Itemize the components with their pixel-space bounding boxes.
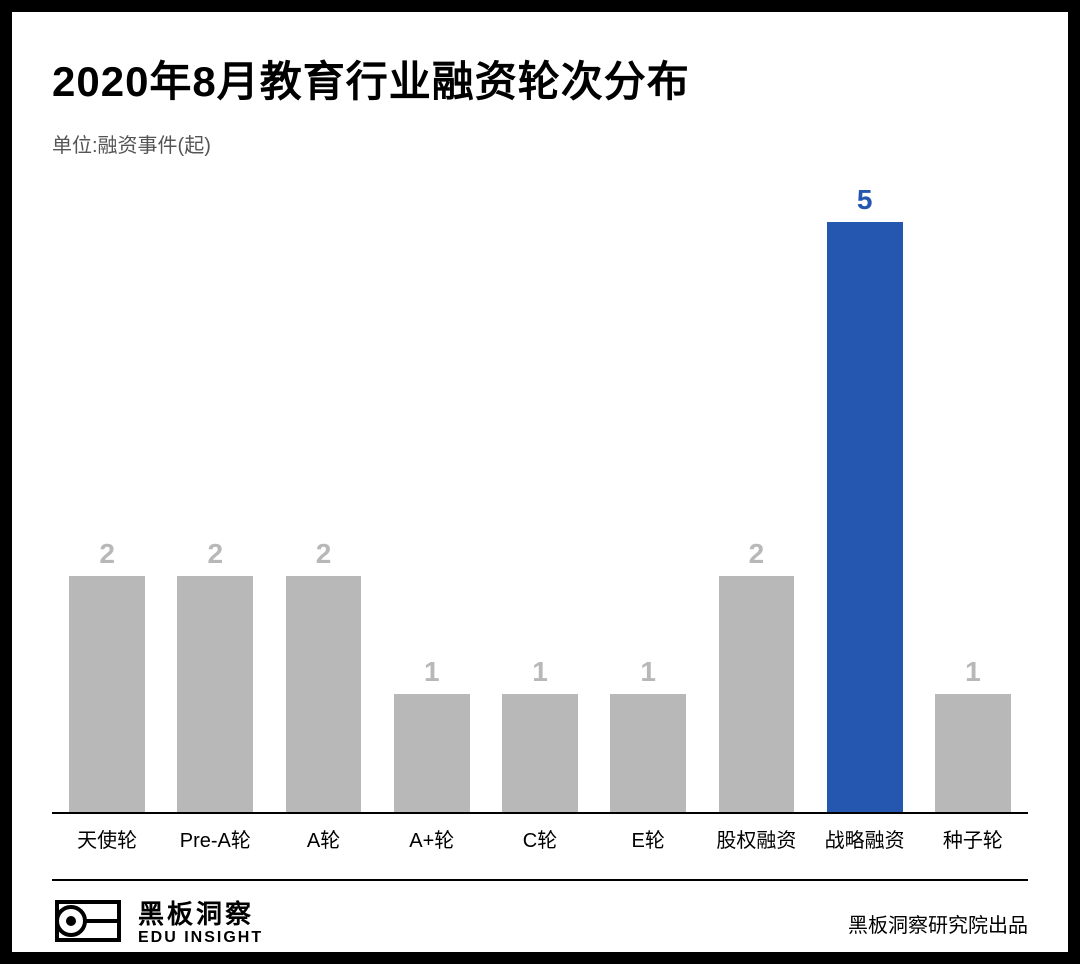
- bar-value-label: 2: [208, 538, 224, 570]
- bar-group: 1: [928, 184, 1018, 812]
- x-axis-label: E轮: [603, 824, 693, 853]
- chart-title: 2020年8月教育行业融资轮次分布: [52, 48, 1028, 109]
- bar-group: 1: [495, 184, 585, 812]
- chart-x-axis-labels: 天使轮 Pre-A轮 A轮 A+轮 C轮 E轮股权融资战略融资种子轮: [52, 814, 1028, 853]
- chart-frame: 2020年8月教育行业融资轮次分布 单位:融资事件(起) 2 2 2 1 1 1 2 5 1 天…: [0, 0, 1080, 964]
- chart-subtitle: 单位:融资事件(起): [52, 129, 1028, 158]
- bar-group: 1: [603, 184, 693, 812]
- bar: [394, 694, 470, 812]
- bar-group: 1: [387, 184, 477, 812]
- brand-logo-icon: [52, 897, 124, 950]
- brand-block: 黑板洞察 EDU INSIGHT: [52, 897, 263, 950]
- bar: [286, 576, 362, 812]
- bar-group: 2: [170, 184, 260, 812]
- bar-value-label: 2: [749, 538, 765, 570]
- x-axis-label: C轮: [495, 824, 585, 853]
- bar-value-label: 1: [640, 656, 656, 688]
- bar-value-label: 1: [965, 656, 981, 688]
- x-axis-label: 天使轮: [62, 824, 152, 853]
- bar-value-label: 1: [424, 656, 440, 688]
- x-axis-label: 战略融资: [820, 824, 910, 853]
- credit-text: 黑板洞察研究院出品: [848, 909, 1028, 938]
- footer: 黑板洞察 EDU INSIGHT 黑板洞察研究院出品: [52, 881, 1028, 950]
- bar-group: 2: [278, 184, 368, 812]
- x-axis-label: A轮: [278, 824, 368, 853]
- bar-value-label: 5: [857, 184, 873, 216]
- brand-name-en: EDU INSIGHT: [138, 929, 263, 947]
- bar-value-label: 2: [316, 538, 332, 570]
- x-axis-label: 股权融资: [711, 824, 801, 853]
- bar: [502, 694, 578, 812]
- brand-text: 黑板洞察 EDU INSIGHT: [138, 900, 263, 946]
- bar-group: 2: [711, 184, 801, 812]
- bar: [935, 694, 1011, 812]
- x-axis-label: A+轮: [387, 824, 477, 853]
- bar-group: 2: [62, 184, 152, 812]
- bar: [177, 576, 253, 812]
- brand-name-zh: 黑板洞察: [138, 900, 263, 929]
- bar-group: 5: [820, 184, 910, 812]
- bar: [69, 576, 145, 812]
- x-axis-label: 种子轮: [928, 824, 1018, 853]
- bar-value-label: 2: [99, 538, 115, 570]
- bar-value-label: 1: [532, 656, 548, 688]
- bar: [610, 694, 686, 812]
- bar: [719, 576, 795, 812]
- x-axis-label: Pre-A轮: [170, 824, 260, 853]
- bar: [827, 222, 903, 812]
- chart-plot-area: 2 2 2 1 1 1 2 5 1: [52, 164, 1028, 814]
